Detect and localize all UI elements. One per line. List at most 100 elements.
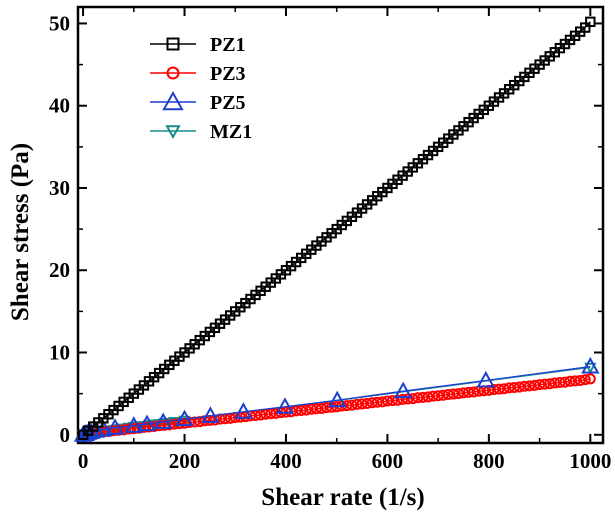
legend-entry-mz1: MZ1 [150, 121, 252, 143]
legend-entry-pz5: PZ5 [150, 90, 246, 114]
x-tick-label: 1000 [569, 449, 611, 473]
x-tick-label: 800 [473, 449, 505, 473]
data-point [503, 382, 515, 394]
data-point [163, 419, 175, 431]
y-tick-label: 50 [49, 11, 70, 35]
data-point [346, 399, 358, 411]
data-point [523, 380, 535, 392]
y-tick-label: 40 [49, 94, 70, 118]
data-point [574, 374, 586, 386]
data-point [285, 406, 297, 418]
data-point [351, 398, 363, 410]
data-point [458, 387, 470, 399]
data-point [534, 379, 546, 391]
data-point [427, 390, 439, 402]
data-point [529, 379, 541, 391]
legend-entry-pz3: PZ3 [150, 63, 246, 85]
data-point [376, 396, 388, 408]
data-point [581, 356, 600, 374]
data-point [463, 386, 475, 398]
data-point [310, 403, 322, 415]
x-tick-label: 0 [78, 449, 89, 473]
legend-marker [162, 90, 184, 111]
data-point [402, 393, 414, 405]
data-point [452, 388, 464, 400]
data-point [381, 395, 393, 407]
legend-entry-pz1: PZ1 [150, 34, 246, 56]
data-point [255, 409, 267, 421]
data-point [356, 398, 368, 410]
legend-marker [165, 125, 181, 140]
series-pz1 [77, 16, 596, 440]
data-point [128, 423, 140, 435]
data-point [513, 381, 525, 393]
data-point [585, 16, 596, 28]
legend-label: PZ1 [210, 34, 246, 56]
data-point [371, 396, 383, 408]
data-point [476, 370, 496, 388]
data-point [397, 393, 409, 405]
data-point [328, 390, 347, 408]
data-point [432, 390, 444, 402]
data-point [417, 391, 429, 403]
x-tick-label: 400 [270, 449, 302, 473]
data-point [447, 388, 459, 400]
y-tick-label: 20 [49, 258, 70, 282]
data-point [295, 405, 307, 417]
data-point [412, 392, 424, 404]
legend-label: PZ5 [210, 92, 246, 114]
data-point [175, 409, 194, 427]
y-tick-label: 10 [49, 341, 70, 365]
data-point [544, 378, 556, 390]
data-point [386, 395, 398, 407]
y-tick-label: 0 [60, 423, 71, 447]
data-point [300, 404, 312, 416]
data-point [559, 376, 571, 388]
data-point [124, 416, 143, 433]
series-pz5 [73, 356, 600, 442]
x-tick-label: 600 [372, 449, 404, 473]
data-point [442, 388, 454, 400]
x-tick-label: 200 [169, 449, 201, 473]
y-axis-title: Shear stress (Pa) [7, 143, 34, 321]
data-point [569, 375, 581, 387]
data-point [366, 397, 378, 409]
data-point [123, 423, 135, 435]
data-point [508, 381, 520, 393]
data-point [422, 391, 434, 403]
data-point [518, 380, 530, 392]
data-point [154, 412, 173, 430]
data-point [584, 373, 596, 385]
legend-label: MZ1 [210, 121, 252, 143]
data-point [305, 403, 317, 415]
legend-marker [166, 66, 180, 80]
data-point [137, 414, 157, 432]
data-point [234, 402, 253, 419]
data-point [493, 383, 505, 395]
data-point [105, 418, 125, 435]
x-axis-title: Shear rate (1/s) [261, 484, 424, 511]
data-point [437, 389, 449, 401]
data-point [564, 375, 576, 387]
data-point [361, 398, 373, 410]
y-tick-label: 30 [49, 176, 70, 200]
data-point [265, 408, 277, 420]
data-point [584, 362, 597, 374]
data-point [94, 419, 113, 437]
data-point [554, 377, 566, 389]
data-point [275, 397, 295, 414]
data-point [393, 381, 413, 399]
data-point [549, 377, 561, 389]
legend-label: PZ3 [210, 63, 246, 85]
data-point [579, 374, 591, 386]
data-point [468, 386, 480, 398]
plot-frame [76, 5, 605, 445]
data-point [315, 402, 327, 414]
data-point [539, 378, 551, 390]
data-point [201, 406, 220, 423]
data-point [407, 393, 419, 405]
data-point [168, 418, 180, 430]
data-point [488, 384, 500, 396]
